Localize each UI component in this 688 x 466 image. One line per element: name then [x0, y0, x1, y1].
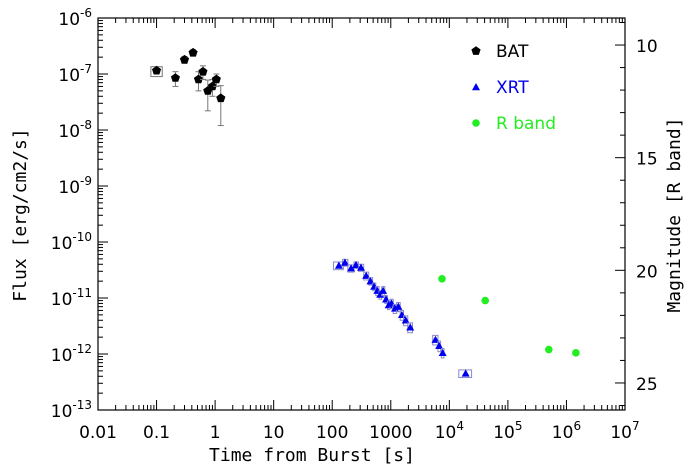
y-right-tick-label: 15 — [636, 150, 658, 170]
xrt-point — [379, 286, 388, 294]
xrt-point — [394, 302, 403, 310]
y-tick-label: 10-7 — [58, 62, 92, 86]
x-tick-label: 107 — [610, 419, 639, 443]
bat-point — [193, 74, 203, 84]
x-tick-label: 100 — [316, 423, 348, 443]
x-tick-label: 10 — [263, 423, 285, 443]
y-right-axis-title: Magnitude [R band] — [664, 117, 685, 312]
y-tick-label: 10-12 — [51, 342, 92, 366]
series-bat — [150, 47, 226, 127]
y-tick-label: 10-10 — [51, 230, 92, 254]
y-tick-label: 10-13 — [51, 398, 92, 422]
y-tick-label: 10-6 — [58, 6, 92, 30]
plot-border — [97, 17, 626, 411]
bat-point — [216, 93, 226, 103]
xrt-point — [461, 369, 470, 377]
x-tick-label: 0.01 — [79, 423, 117, 443]
y-tick-label: 10-8 — [58, 118, 92, 142]
legend: BAT XRT R band — [471, 42, 556, 134]
x-tick-label: 104 — [435, 419, 464, 443]
series-xrt — [332, 258, 473, 379]
xrt-point — [431, 335, 440, 343]
legend-marker-xrt — [472, 83, 480, 91]
xrt-point — [406, 323, 415, 331]
x-tick-label: 105 — [493, 419, 522, 443]
r-band-point — [545, 345, 553, 354]
bat-point — [198, 66, 208, 76]
x-tick-label: 106 — [552, 419, 581, 443]
bat-point — [207, 81, 217, 91]
bat-point — [179, 54, 190, 64]
x-tick-label: 1000 — [369, 423, 412, 443]
xrt-point — [340, 258, 349, 266]
xrt-point — [347, 264, 356, 272]
axis-tick-labels: 0.01 0.1 1 10 100 1000 104 105 106 107 10-6 10-7 10-… — [51, 6, 658, 443]
x-axis-title: Time from Burst [s] — [209, 445, 415, 466]
bat-point — [211, 74, 221, 84]
x-tick-label: 1 — [210, 423, 221, 443]
xrt-point — [435, 341, 444, 350]
axis-ticks — [97, 17, 626, 411]
xrt-point — [362, 271, 371, 279]
r-band-point — [481, 296, 490, 305]
bat-point — [188, 47, 198, 57]
xrt-point — [356, 263, 365, 271]
xrt-point — [438, 348, 447, 357]
chart-marks — [150, 47, 580, 379]
bat-point — [152, 65, 162, 75]
y-tick-label: 10-11 — [51, 286, 92, 310]
legend-label-xrt: XRT — [496, 78, 529, 98]
xrt-point — [401, 316, 410, 324]
legend-label-r-band: R band — [496, 114, 556, 134]
series-r-band — [438, 275, 580, 357]
y-axis-title: Flux [erg/cm2/s] — [10, 128, 31, 301]
legend-marker-bat — [471, 46, 481, 55]
xrt-error-box — [432, 334, 439, 346]
legend-marker-r-band — [472, 119, 480, 127]
r-band-point — [572, 349, 580, 357]
xrt-point — [334, 261, 343, 269]
bat-point — [170, 73, 180, 82]
r-band-point — [438, 275, 446, 283]
legend-label-bat: BAT — [496, 42, 529, 62]
y-right-tick-label: 20 — [636, 262, 658, 282]
plot-frame — [97, 17, 626, 411]
y-right-tick-label: 25 — [636, 375, 658, 395]
x-tick-label: 0.1 — [143, 423, 170, 443]
xrt-error-box — [458, 369, 473, 379]
y-tick-label: 10-9 — [58, 174, 92, 198]
y-right-tick-label: 10 — [636, 37, 658, 57]
